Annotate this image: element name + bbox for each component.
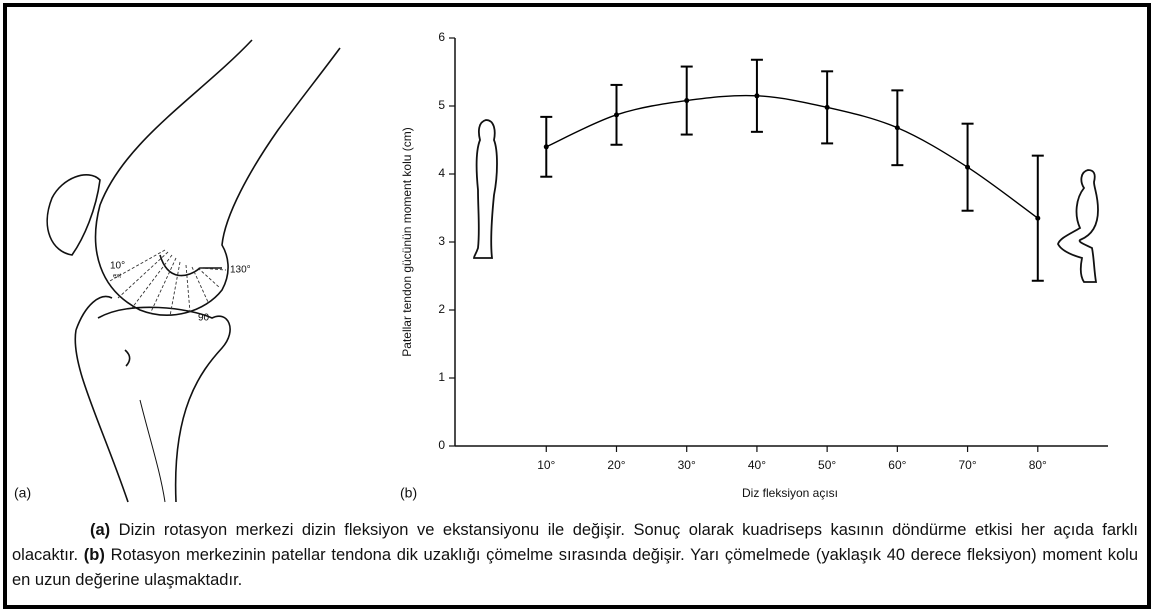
data-point [965, 165, 970, 170]
page: 10° ext 130° 90 (a) (b) Diz fleksiyon aç… [0, 0, 1152, 612]
x-tick-label: 50° [818, 458, 836, 472]
x-tick-label: 80° [1029, 458, 1047, 472]
data-point [544, 144, 549, 149]
y-tick-label: 4 [438, 166, 445, 180]
y-tick-label: 6 [438, 30, 445, 44]
y-tick-label: 3 [438, 234, 445, 248]
panel-label: (a) [14, 485, 31, 501]
x-tick-label: 40° [748, 458, 766, 472]
x-tick-label: 60° [888, 458, 906, 472]
x-tick-label: 10° [537, 458, 555, 472]
caption: (a) Dizin rotasyon merkezi dizin fleksiy… [12, 518, 1138, 593]
y-tick-label: 1 [438, 370, 445, 384]
caption-text: Rotasyon merkezinin patellar tendona dik… [12, 546, 1138, 589]
data-point [825, 105, 830, 110]
x-axis-title: Diz fleksiyon açısı [742, 486, 838, 500]
figures [474, 120, 1098, 282]
x-tick-label: 70° [958, 458, 976, 472]
data-point [754, 93, 759, 98]
x-tick-label: 20° [607, 458, 625, 472]
caption-label: (b) [84, 546, 105, 564]
y-tick-label: 0 [438, 438, 445, 452]
rotation-lines [108, 250, 226, 316]
angle-label: 10° [110, 261, 125, 272]
y-tick-label: 5 [438, 98, 445, 112]
data-point [895, 125, 900, 130]
y-axis-title: Patellar tendon gücünün moment kolu (cm) [400, 127, 414, 356]
data-point [614, 112, 619, 117]
angle-label: 90 [198, 313, 210, 324]
y-tick-label: 2 [438, 302, 445, 316]
x-tick-label: 30° [678, 458, 696, 472]
data-point [1035, 216, 1040, 221]
panel-label: (b) [400, 485, 417, 501]
figure: 10° ext 130° 90 (a) (b) Diz fleksiyon aç… [0, 0, 1152, 515]
caption-label: (a) [90, 521, 110, 539]
angle-label: 130° [230, 265, 251, 276]
fit-line [546, 96, 1038, 219]
angle-note: ext [113, 274, 121, 280]
knee-drawing [47, 40, 340, 502]
data-point [684, 98, 689, 103]
